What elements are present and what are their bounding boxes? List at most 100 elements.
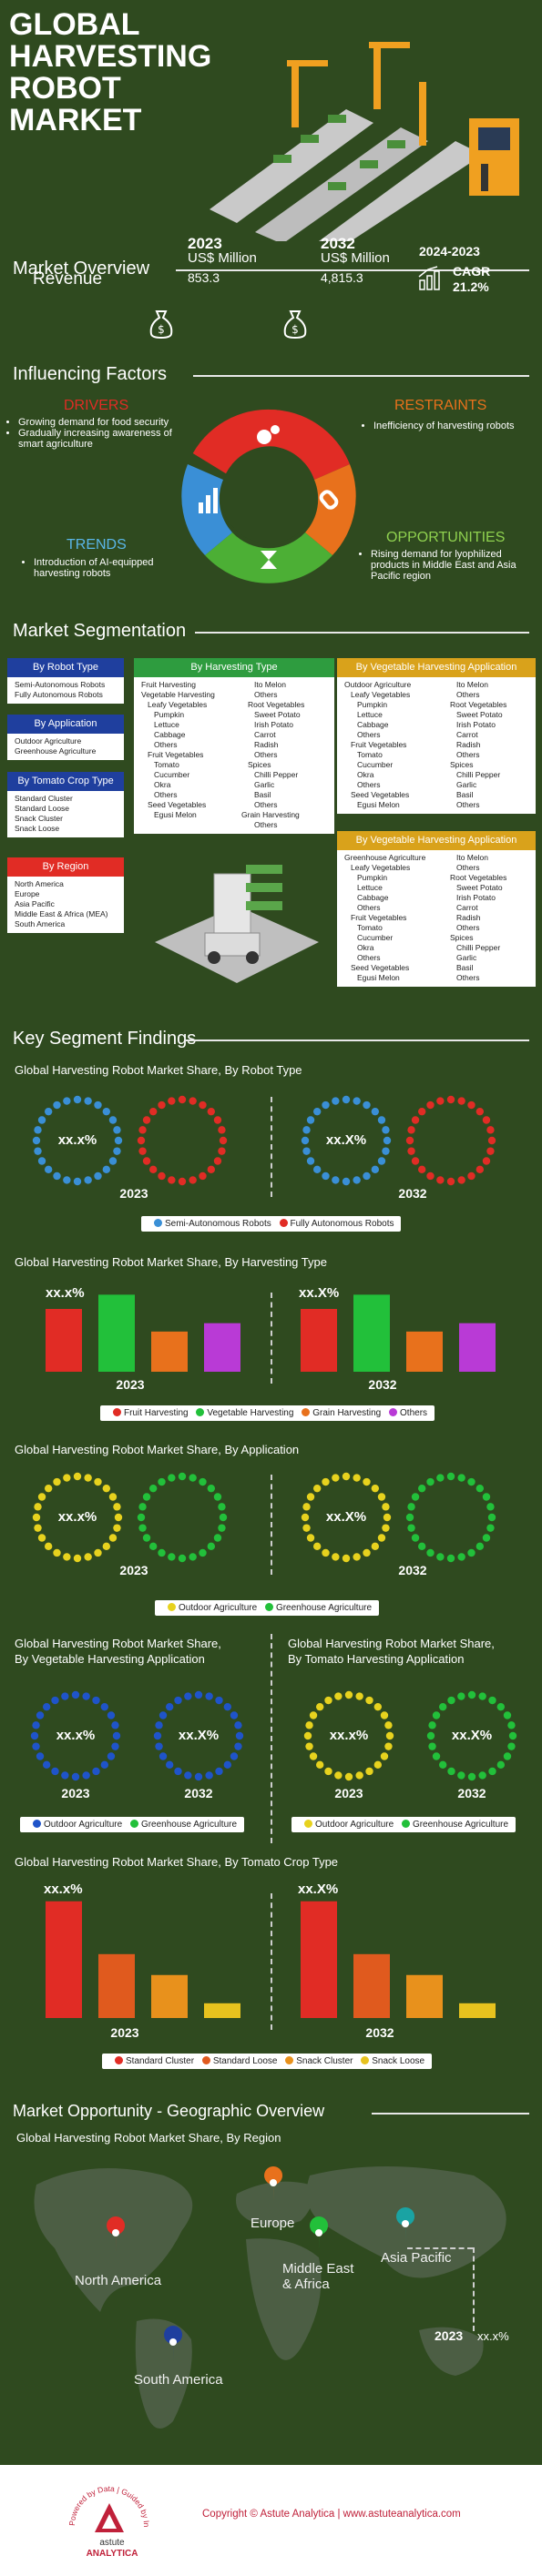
ring-dot: [189, 1474, 197, 1482]
ring-dot: [371, 1165, 380, 1174]
chart-title-line: By Tomato Harvesting Application: [288, 1652, 465, 1666]
list-item: Basil: [456, 963, 474, 972]
ring-dot: [306, 1116, 315, 1124]
ring-dot: [159, 1711, 168, 1719]
legend-swatch: [33, 1820, 41, 1828]
logo-name: astute: [99, 2538, 125, 2548]
ring-dot: [312, 1165, 322, 1174]
application-box: By Application Outdoor Agriculture Greenh…: [7, 715, 124, 760]
ring-dot: [213, 1493, 222, 1501]
ring-dot: [322, 1100, 330, 1110]
astute-logo: Powered by Data | Guided by Intelligence: [64, 2476, 151, 2532]
ring-dot: [385, 1731, 394, 1740]
ring-dot: [384, 1742, 393, 1750]
ring-dot: [355, 1771, 363, 1780]
ring-dot: [407, 1503, 415, 1511]
ring-dot: [373, 1702, 383, 1711]
findings-title: Key Segment Findings: [13, 1029, 197, 1049]
list-item: Snack Cluster: [15, 814, 63, 823]
ring-dot: [305, 1721, 313, 1729]
list-item: Standard Loose: [15, 804, 70, 813]
legend-label: Greenhouse Agriculture: [275, 1603, 373, 1613]
bar: [459, 1323, 496, 1372]
list-item: Others: [456, 923, 480, 932]
ring-dot: [407, 1126, 415, 1134]
ring-dot: [482, 1157, 491, 1165]
ring-dot: [353, 1553, 361, 1561]
overview-title: Market Overview: [13, 259, 150, 279]
ring-dot: [194, 1772, 203, 1781]
ring-dot: [44, 1542, 53, 1551]
harvest-bar-chart: [46, 1294, 496, 1372]
factors-wheel: [181, 409, 356, 583]
ring-dot: [417, 1542, 426, 1551]
ring-dot: [37, 1157, 46, 1165]
list-item: Others: [357, 780, 381, 789]
list-item: Sweet Potato: [456, 883, 503, 892]
list-item: Spices: [450, 760, 474, 769]
list-item: Middle East & Africa (MEA): [15, 909, 108, 918]
ring-dot: [496, 1760, 506, 1770]
ring-dot: [312, 1484, 322, 1493]
legend-label: Outdoor Agriculture: [315, 1820, 394, 1830]
ring-dot: [53, 1100, 61, 1110]
ring-dot: [108, 1116, 118, 1124]
ring-dot: [199, 1100, 207, 1110]
legend-label: Greenhouse Agriculture: [140, 1820, 238, 1830]
map-pin-icon: [164, 2326, 183, 2362]
legend-label: Standard Loose: [212, 2056, 278, 2066]
list-item: Tomato: [154, 760, 179, 769]
ring-dot: [92, 1696, 100, 1705]
callout-value: xx.x%: [477, 2329, 509, 2343]
ring-dot: [482, 1534, 491, 1542]
ring-dot: [382, 1524, 390, 1532]
ring-dot: [384, 1721, 393, 1729]
ring-dot: [342, 1472, 351, 1481]
legend-swatch: [304, 1820, 312, 1828]
ring-dot: [34, 1126, 42, 1134]
ring-dot: [113, 1147, 121, 1155]
ring-dot: [377, 1157, 386, 1165]
ring-dot: [302, 1126, 311, 1134]
legend: Standard Cluster Standard Loose Snack Cl…: [102, 2054, 433, 2069]
ring-dot: [486, 1147, 495, 1155]
list-item: Others: [456, 973, 480, 982]
year-label: 2023: [110, 2025, 139, 2040]
gears-icon: [257, 425, 280, 444]
ring-dot: [32, 1513, 41, 1522]
ring-dot: [102, 1542, 111, 1551]
ring-dot: [102, 1484, 111, 1493]
ring-dot: [44, 1107, 53, 1116]
ring-dot: [507, 1721, 516, 1729]
ring-dot: [142, 1493, 151, 1501]
geo-title: Market Opportunity - Geographic Overview: [13, 2102, 325, 2120]
list-item: Okra: [154, 780, 171, 789]
list-item: Greenhouse Agriculture: [344, 853, 426, 862]
title-line: ROBOT: [9, 71, 121, 106]
driver-item: Gradually increasing awareness of smart …: [18, 428, 191, 450]
trends-title: TRENDS: [66, 537, 127, 553]
restraint-item: Inefficiency of harvesting robots: [373, 421, 542, 431]
ring-dot: [507, 1742, 516, 1750]
list-item: Spices: [248, 760, 271, 769]
ring-dot: [114, 1136, 123, 1145]
list-item: Others: [357, 953, 381, 962]
ring-dot: [61, 1692, 69, 1700]
ring-dot: [223, 1760, 232, 1770]
ring-dot: [215, 1767, 223, 1776]
ring-dot: [382, 1147, 390, 1155]
ring-dot: [84, 1553, 92, 1561]
ring-dot: [312, 1542, 322, 1551]
ring-dot: [158, 1171, 166, 1181]
ring-dot: [42, 1760, 51, 1770]
legend-swatch: [302, 1408, 311, 1416]
year-label: 2023: [116, 1377, 145, 1392]
ring-pair-2032: [301, 1472, 496, 1563]
callout-year: 2023: [435, 2328, 464, 2343]
ring-dot: [417, 1107, 426, 1116]
ring-dot: [377, 1534, 386, 1542]
divider: [372, 2113, 529, 2115]
ring-dot: [102, 1107, 111, 1116]
ring-dot: [342, 1554, 351, 1563]
divider: [193, 375, 529, 377]
